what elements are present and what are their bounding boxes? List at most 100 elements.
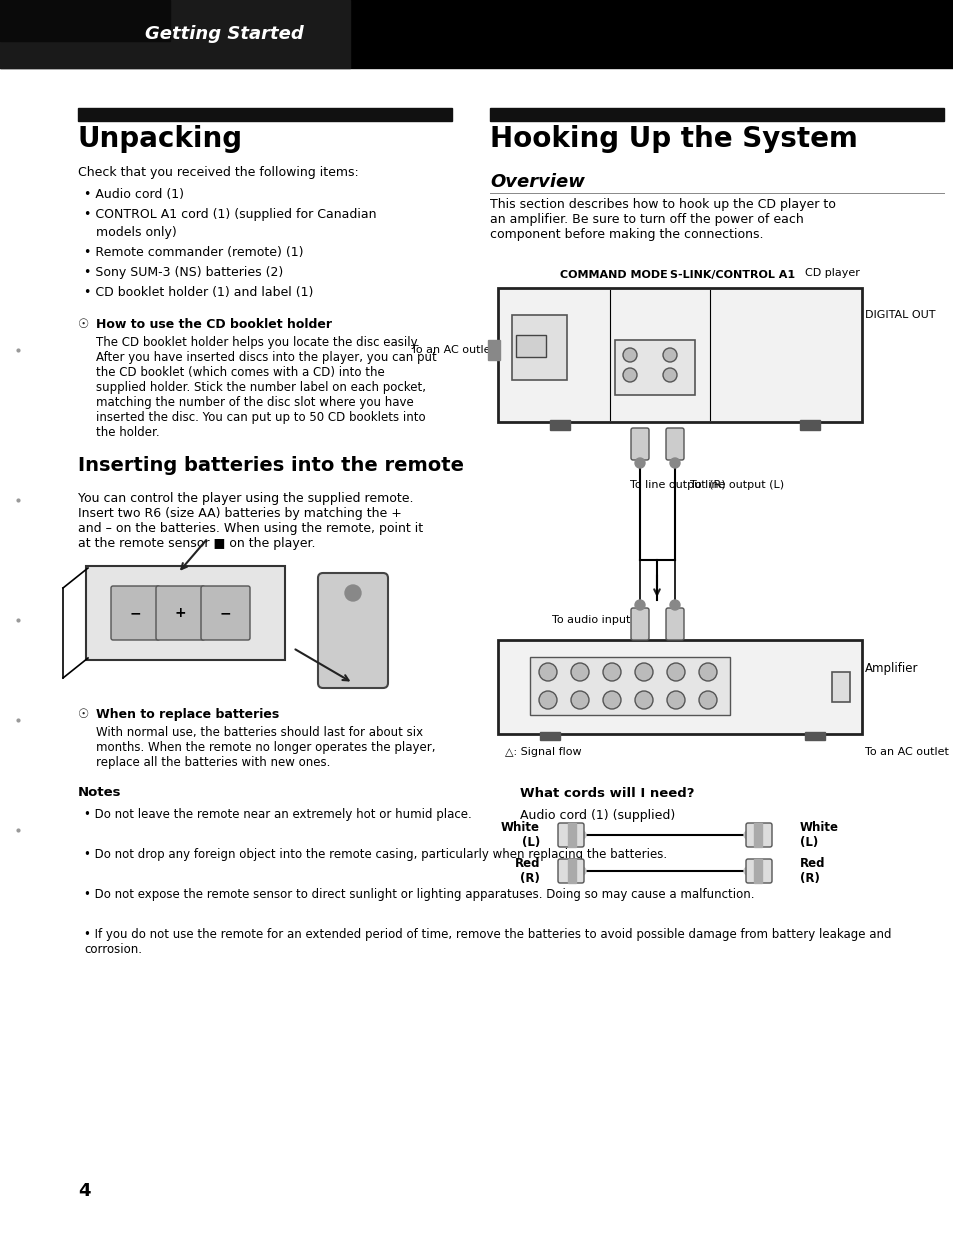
Text: To audio input: To audio input [551,615,629,625]
Circle shape [699,690,717,709]
Text: ☉: ☉ [78,318,90,330]
Bar [512,314,566,380]
Bar [516,335,545,358]
FancyBboxPatch shape [497,289,862,422]
Text: Getting Started: Getting Started [145,25,303,43]
Bar [488,340,499,360]
Circle shape [635,663,652,681]
Text: △: Signal flow: △: Signal flow [504,747,581,757]
FancyBboxPatch shape [665,428,683,460]
Text: CD player: CD player [804,268,859,277]
Bar [539,732,559,740]
Bar [753,859,761,883]
Circle shape [635,600,644,610]
Bar [78,109,452,121]
Text: Red
(R): Red (R) [800,857,824,885]
Circle shape [666,690,684,709]
Text: models only): models only) [96,226,176,239]
Bar [567,822,576,847]
Text: ☉: ☉ [78,708,90,721]
Text: • Do not leave the remote near an extremely hot or humid place.: • Do not leave the remote near an extrem… [84,808,471,821]
Text: DIGITAL OUT: DIGITAL OUT [864,309,935,321]
Text: • CD booklet holder (1) and label (1): • CD booklet holder (1) and label (1) [84,286,313,298]
FancyBboxPatch shape [558,859,583,883]
FancyBboxPatch shape [497,640,862,734]
Text: +: + [174,605,186,620]
Text: S-LINK/CONTROL A1: S-LINK/CONTROL A1 [669,270,794,280]
Text: White
(L): White (L) [800,821,838,850]
Circle shape [635,690,652,709]
Circle shape [662,348,677,363]
Text: Inserting batteries into the remote: Inserting batteries into the remote [78,456,463,475]
Text: What cords will I need?: What cords will I need? [519,787,694,800]
Text: Overview: Overview [490,173,584,191]
Text: When to replace batteries: When to replace batteries [96,708,279,721]
Text: You can control the player using the supplied remote.
Insert two R6 (size AA) ba: You can control the player using the sup… [78,492,423,550]
Circle shape [602,690,620,709]
Text: The CD booklet holder helps you locate the disc easily.
After you have inserted : The CD booklet holder helps you locate t… [96,337,436,439]
Circle shape [571,663,588,681]
Circle shape [622,367,637,382]
Circle shape [538,690,557,709]
Bar [831,672,849,702]
Text: White
(L): White (L) [500,821,539,850]
Text: • CONTROL A1 cord (1) (supplied for Canadian: • CONTROL A1 cord (1) (supplied for Cana… [84,208,376,221]
FancyBboxPatch shape [317,573,388,688]
Circle shape [345,584,360,600]
Bar [530,657,729,715]
Text: To an AC outlet: To an AC outlet [411,345,495,355]
Circle shape [662,367,677,382]
FancyBboxPatch shape [630,608,648,640]
Text: To line output (R): To line output (R) [629,480,725,490]
Text: Notes: Notes [78,785,121,799]
Text: Hooking Up the System: Hooking Up the System [490,125,857,153]
Bar [550,420,569,430]
FancyBboxPatch shape [558,822,583,847]
Bar [753,822,761,847]
Text: How to use the CD booklet holder: How to use the CD booklet holder [96,318,332,330]
Text: 4: 4 [78,1182,91,1200]
Text: To line output (L): To line output (L) [689,480,783,490]
Circle shape [578,867,585,875]
Text: Red
(R): Red (R) [514,857,539,885]
Circle shape [602,663,620,681]
FancyBboxPatch shape [745,822,771,847]
Bar [0,0,953,68]
Circle shape [571,690,588,709]
FancyBboxPatch shape [86,566,285,660]
FancyBboxPatch shape [665,608,683,640]
Circle shape [538,663,557,681]
Bar [490,109,943,121]
Circle shape [578,831,585,838]
Text: Check that you received the following items:: Check that you received the following it… [78,166,358,179]
FancyBboxPatch shape [201,586,250,640]
Circle shape [635,457,644,469]
Text: This section describes how to hook up the CD player to
an amplifier. Be sure to : This section describes how to hook up th… [490,199,835,240]
Text: With normal use, the batteries should last for about six
months. When the remote: With normal use, the batteries should la… [96,726,435,769]
Text: • Remote commander (remote) (1): • Remote commander (remote) (1) [84,247,303,259]
Circle shape [669,600,679,610]
Circle shape [743,867,751,875]
Text: • Sony SUM-3 (NS) batteries (2): • Sony SUM-3 (NS) batteries (2) [84,266,283,279]
Text: COMMAND MODE: COMMAND MODE [559,270,667,280]
Bar [800,420,820,430]
Circle shape [699,663,717,681]
Text: −: − [130,605,141,620]
Circle shape [622,348,637,363]
Circle shape [666,663,684,681]
Text: • Audio cord (1): • Audio cord (1) [84,187,184,201]
FancyBboxPatch shape [630,428,648,460]
Text: • Do not expose the remote sensor to direct sunlight or lighting apparatuses. Do: • Do not expose the remote sensor to dir… [84,888,754,901]
Bar [567,859,576,883]
Circle shape [669,457,679,469]
Text: • If you do not use the remote for an extended period of time, remove the batter: • If you do not use the remote for an ex… [84,928,890,956]
FancyBboxPatch shape [745,859,771,883]
Bar [804,732,824,740]
FancyBboxPatch shape [111,586,160,640]
Bar [0,0,350,68]
Bar [615,340,695,395]
Text: −: − [219,605,231,620]
Text: Unpacking: Unpacking [78,125,243,153]
Bar [0,0,170,41]
Text: Audio cord (1) (supplied): Audio cord (1) (supplied) [519,809,675,822]
